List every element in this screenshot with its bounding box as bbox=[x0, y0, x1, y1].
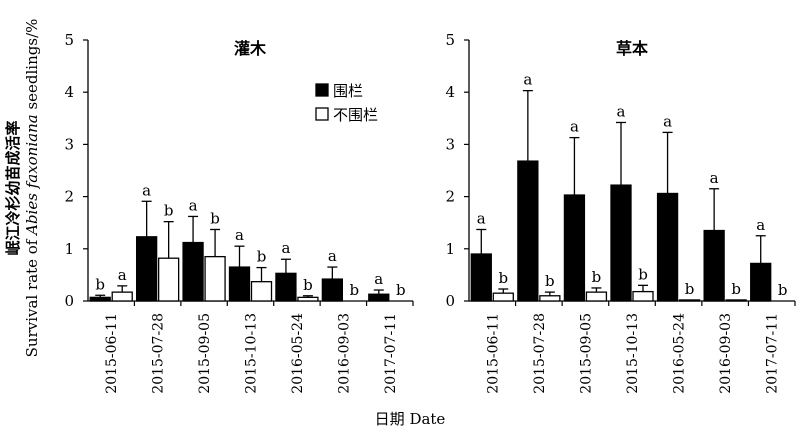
legend-label: 围栏 bbox=[333, 82, 363, 100]
fenced-bar bbox=[135, 236, 158, 302]
y-tick-label: 0 bbox=[445, 292, 455, 310]
legend-label: 不围栏 bbox=[333, 106, 378, 124]
significance-letter: a bbox=[281, 239, 290, 257]
x-axis-title: 日期 Date bbox=[375, 410, 446, 428]
fenced-bar bbox=[228, 266, 251, 302]
significance-letter: a bbox=[477, 209, 486, 227]
unfenced-bar bbox=[204, 255, 226, 302]
significance-letter: a bbox=[756, 216, 765, 234]
fenced-bar bbox=[368, 293, 390, 302]
fenced-bar bbox=[89, 296, 111, 302]
y-tick-label: 3 bbox=[445, 135, 455, 153]
x-tick-label: 2015-10-13 bbox=[244, 313, 260, 394]
x-tick-label: 2016-05-24 bbox=[290, 313, 306, 394]
unfenced-bar bbox=[297, 296, 319, 302]
fenced-bar bbox=[656, 192, 679, 302]
x-tick-label: 2015-06-11 bbox=[104, 313, 120, 394]
fenced-bar bbox=[610, 184, 632, 302]
y-tick-label: 1 bbox=[445, 240, 455, 258]
x-tick-label: 2016-09-03 bbox=[336, 313, 352, 394]
significance-letter: b bbox=[164, 202, 174, 220]
y-tick-label: 5 bbox=[64, 31, 74, 49]
significance-letter: a bbox=[235, 226, 244, 244]
fenced-bar bbox=[517, 160, 539, 302]
x-tick-label: 2015-07-28 bbox=[151, 313, 167, 394]
x-tick-label: 2017-07-11 bbox=[765, 313, 781, 394]
unfenced-bar bbox=[492, 292, 514, 302]
y-axis-title-line2: Survival rate of Abies faxoniana seedlin… bbox=[23, 19, 41, 358]
fenced-bar bbox=[182, 241, 204, 302]
x-tick-label: 2015-07-28 bbox=[532, 313, 548, 394]
significance-letter: b bbox=[498, 269, 508, 287]
y-axis-title-line1: 岷江冷杉幼苗成活率 bbox=[4, 120, 22, 255]
unfenced-bar bbox=[539, 295, 561, 302]
y-tick-label: 2 bbox=[445, 188, 455, 206]
x-tick-label: 2015-09-05 bbox=[197, 313, 213, 394]
x-tick-label: 2016-05-24 bbox=[672, 313, 688, 394]
panel-title: 草本 bbox=[616, 39, 648, 58]
significance-letter: b bbox=[545, 272, 555, 290]
panel-title: 灌木 bbox=[234, 39, 267, 58]
significance-letter: b bbox=[592, 268, 602, 286]
significance-letter: a bbox=[523, 71, 532, 89]
significance-letter: a bbox=[328, 247, 337, 265]
significance-letter: b bbox=[350, 281, 360, 299]
significance-letter: a bbox=[663, 112, 672, 130]
significance-letter: b bbox=[685, 280, 695, 298]
significance-letter: a bbox=[142, 181, 151, 199]
unfenced-bar bbox=[585, 291, 608, 302]
x-tick-label: 2017-07-11 bbox=[383, 313, 399, 394]
y-axis-title-species: Abies faxoniana bbox=[23, 114, 41, 237]
x-tick-label: 2015-10-13 bbox=[625, 313, 641, 394]
shrub-panel: 0 1 2 3 4 5 2015-06-11 2015-07-28 2015-09-05 2015… bbox=[64, 31, 414, 394]
y-axis-title-prefix: Survival rate of bbox=[23, 235, 41, 358]
unfenced-bar bbox=[632, 290, 654, 302]
y-tick-label: 1 bbox=[64, 240, 74, 258]
significance-letter: a bbox=[617, 102, 626, 120]
legend-swatch-unfenced bbox=[315, 107, 329, 121]
significance-letter: b bbox=[396, 281, 406, 299]
significance-letter: b bbox=[210, 209, 220, 227]
fenced-bar bbox=[321, 278, 344, 302]
fenced-bar bbox=[703, 229, 725, 302]
y-tick-label: 4 bbox=[64, 83, 74, 101]
y-tick-label: 0 bbox=[64, 292, 74, 310]
significance-letter: b bbox=[638, 265, 648, 283]
significance-letter: b bbox=[95, 275, 105, 293]
y-tick-label: 5 bbox=[445, 31, 455, 49]
y-tick-label: 4 bbox=[445, 83, 455, 101]
significance-letter: a bbox=[710, 169, 719, 187]
unfenced-bar bbox=[111, 291, 133, 302]
y-tick-label: 3 bbox=[64, 135, 74, 153]
significance-letter: a bbox=[189, 196, 198, 214]
significance-letter: a bbox=[118, 266, 127, 284]
herb-panel: 0 1 2 3 4 5 2015-06-11 2015-07-28 2015-09-05 2015… bbox=[445, 31, 796, 394]
significance-letter: b bbox=[303, 276, 313, 294]
x-tick-label: 2016-09-03 bbox=[718, 313, 734, 394]
significance-letter: b bbox=[731, 280, 741, 298]
significance-letter: a bbox=[374, 270, 383, 288]
significance-letter: b bbox=[778, 281, 788, 299]
significance-letter: a bbox=[570, 118, 579, 136]
unfenced-bar bbox=[678, 299, 701, 302]
fenced-bar bbox=[470, 253, 492, 302]
unfenced-bar bbox=[250, 281, 273, 302]
y-tick-label: 2 bbox=[64, 188, 74, 206]
unfenced-bar bbox=[157, 257, 180, 302]
y-axis-title-suffix: seedlings/% bbox=[23, 19, 41, 115]
fenced-bar bbox=[275, 272, 297, 302]
y-axis-title: 岷江冷杉幼苗成活率 Survival rate of Abies faxonia… bbox=[4, 19, 41, 358]
significance-letter: b bbox=[257, 248, 267, 266]
legend-swatch-fenced bbox=[315, 83, 329, 97]
x-tick-label: 2015-06-11 bbox=[485, 313, 501, 394]
fenced-bar bbox=[563, 194, 586, 302]
x-tick-label: 2015-09-05 bbox=[578, 313, 594, 394]
unfenced-bar bbox=[725, 299, 747, 302]
fenced-bar bbox=[750, 262, 772, 302]
